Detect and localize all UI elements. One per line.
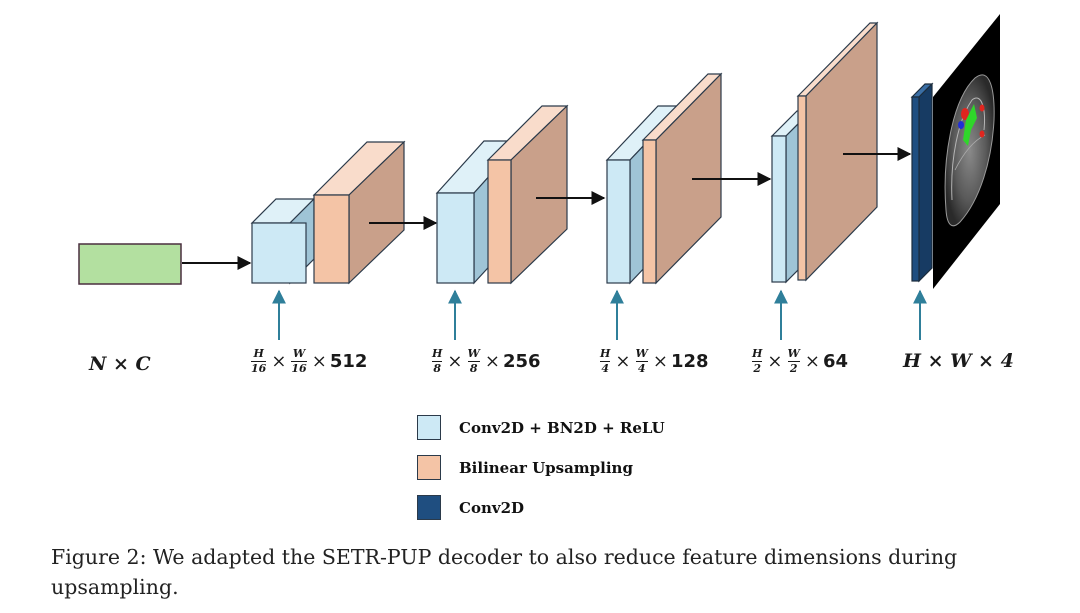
output-dim-label: H × W × 4 — [903, 350, 1014, 372]
stage1-channels: 512 — [329, 350, 368, 372]
legend-item-conv-bn-relu: Conv2D + BN2D + ReLU — [417, 414, 665, 441]
legend-item-bilinear-upsampling: Bilinear Upsampling — [417, 454, 665, 481]
final-conv-block — [910, 82, 934, 283]
legend-label-conv2d: Conv2D — [459, 498, 525, 517]
stage2-channels: 256 — [502, 350, 541, 372]
legend-swatch-conv2d — [417, 495, 441, 520]
stage1-h-fraction: H 16 — [251, 347, 267, 375]
segmentation-output-image — [933, 14, 1000, 289]
legend-swatch-bilinear-upsampling — [417, 455, 441, 480]
stage1-upsampling-block — [312, 140, 406, 285]
stage1-dim-label: H 16 × W 16 × 512 — [251, 347, 368, 375]
figure-caption: Figure 2: We adapted the SETR-PUP decode… — [51, 545, 958, 599]
legend-item-conv2d: Conv2D — [417, 494, 665, 521]
legend-label-bilinear-upsampling: Bilinear Upsampling — [459, 458, 633, 477]
stage4-upsampling-block — [796, 21, 879, 282]
stage4-channels: 64 — [822, 350, 849, 372]
stage3-upsampling-block — [641, 72, 723, 285]
output-dim-text: H × W × 4 — [903, 350, 1014, 372]
stage1-w-fraction: W 16 — [291, 347, 307, 375]
stage3-channels: 128 — [670, 350, 709, 372]
legend-label-conv-bn-relu: Conv2D + BN2D + ReLU — [459, 418, 665, 437]
stage1-conv-block — [250, 197, 316, 285]
stage2-upsampling-block — [486, 104, 569, 285]
input-block — [78, 243, 182, 285]
legend-swatch-conv-bn-relu — [417, 415, 441, 440]
input-dim-text: N × C — [89, 353, 151, 375]
legend: Conv2D + BN2D + ReLU Bilinear Upsampling… — [417, 414, 665, 534]
input-dim-label: N × C — [89, 353, 151, 375]
